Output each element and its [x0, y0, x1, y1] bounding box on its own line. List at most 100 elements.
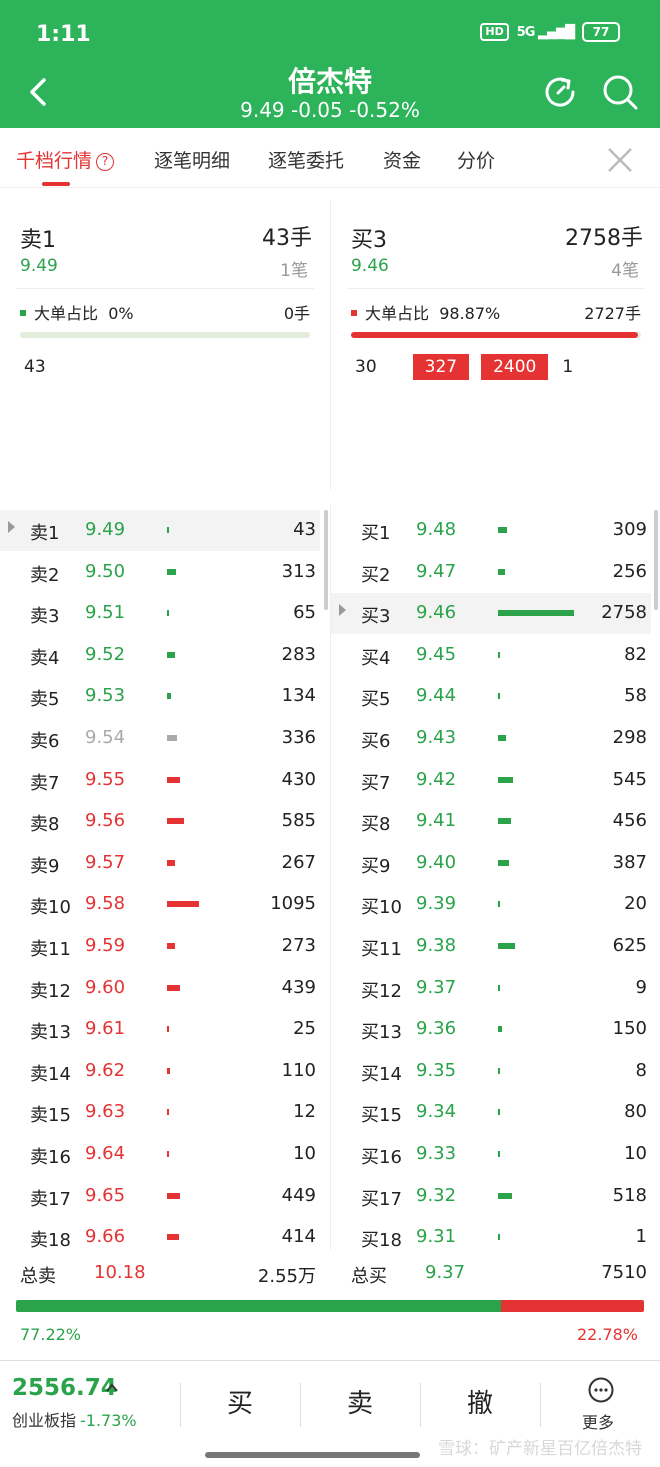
buy-summary-label: 买3	[351, 228, 387, 253]
buy-book-row[interactable]: 买14 9.35 8	[331, 1051, 651, 1092]
buy-book-row[interactable]: 买2 9.47 256	[331, 552, 651, 593]
buy-book-row[interactable]: 买7 9.42 545	[331, 760, 651, 801]
book-price: 9.58	[85, 893, 126, 915]
book-price: 9.44	[416, 685, 457, 707]
buy-sell-ratio-bar	[16, 1300, 644, 1312]
sell-scrollbar[interactable]	[324, 510, 328, 610]
back-icon[interactable]	[22, 72, 56, 112]
chevron-up-icon[interactable]	[105, 1381, 119, 1395]
sell-book-row[interactable]: 卖6 9.54 336	[0, 718, 320, 759]
caret-right-icon	[339, 604, 346, 617]
big-order-label: 大单占比	[34, 304, 99, 323]
summary-divider	[330, 200, 331, 490]
book-volume-bar	[167, 776, 180, 783]
buy-book-row[interactable]: 买16 9.33 10	[331, 1134, 651, 1175]
book-volume: 8	[635, 1059, 647, 1081]
tab-depth[interactable]: 千档行情?	[16, 146, 115, 173]
book-volume: 430	[281, 768, 316, 790]
green-ratio-pct: 77.22%	[20, 1325, 82, 1344]
buy-book-row[interactable]: 买8 9.41 456	[331, 801, 651, 842]
tab-orders[interactable]: 逐笔委托	[268, 150, 345, 172]
sell-book-row[interactable]: 卖1 9.49 43	[0, 510, 320, 551]
sell-book-row[interactable]: 卖5 9.53 134	[0, 676, 320, 717]
book-price: 9.57	[85, 851, 126, 873]
book-volume-bar	[167, 859, 175, 866]
hd-icon: HD	[480, 23, 509, 41]
cancel-button[interactable]: 撤	[466, 1389, 493, 1419]
book-price: 9.34	[416, 1101, 457, 1123]
buy-book-row[interactable]: 买10 9.39 20	[331, 884, 651, 925]
stock-change-pct: -0.52%	[349, 98, 420, 122]
close-icon[interactable]	[606, 146, 634, 174]
sell-book-row[interactable]: 卖12 9.60 439	[0, 968, 320, 1009]
signal-icon: 5G ▂▄▆█	[516, 24, 575, 40]
book-volume-bar	[167, 693, 171, 700]
index-value[interactable]: 2556.74	[12, 1375, 117, 1401]
buy-book-row[interactable]: 买3 9.46 2758	[331, 593, 651, 635]
sell-book-row[interactable]: 卖2 9.50 313	[0, 552, 320, 593]
search-icon[interactable]	[600, 72, 640, 112]
book-level: 买12	[361, 980, 402, 1002]
sell-book-row[interactable]: 卖8 9.56 585	[0, 801, 320, 842]
buy-book-row[interactable]: 买12 9.37 9	[331, 968, 651, 1009]
more-icon[interactable]	[588, 1377, 614, 1403]
sell-book-row[interactable]: 卖11 9.59 273	[0, 926, 320, 967]
sell-book-row[interactable]: 卖10 9.58 1095	[0, 884, 320, 925]
sell-button[interactable]: 卖	[346, 1389, 373, 1419]
buy-book-row[interactable]: 买17 9.32 518	[331, 1176, 651, 1217]
book-price: 9.54	[85, 727, 126, 748]
sell-book-row[interactable]: 卖4 9.52 283	[0, 635, 320, 676]
buy-order-book[interactable]: 买1 9.48 309 买2 9.47 256 买3 9.46 2758 买4 9.45 82 买5 9.…	[331, 510, 660, 1250]
home-indicator[interactable]	[205, 1452, 420, 1458]
status-time: 1:11	[36, 22, 91, 47]
book-price: 9.35	[416, 1059, 457, 1081]
buy-book-row[interactable]: 买5 9.44 58	[331, 676, 651, 717]
book-volume-bar	[498, 735, 506, 741]
sell-book-row[interactable]: 卖14 9.62 110	[0, 1051, 320, 1092]
sell-book-row[interactable]: 卖17 9.65 449	[0, 1176, 320, 1217]
big-order-qty: 0手	[283, 304, 310, 323]
stock-price: 9.49	[240, 98, 285, 122]
buy-book-row[interactable]: 买15 9.34 80	[331, 1092, 651, 1133]
book-volume-bar	[167, 610, 169, 617]
book-price: 9.41	[416, 810, 457, 832]
book-level: 卖17	[30, 1188, 71, 1210]
tab-ticks[interactable]: 逐笔明细	[154, 150, 231, 172]
buy-book-row[interactable]: 买11 9.38 625	[331, 926, 651, 967]
app-header: 1:11 HD 5G ▂▄▆█ 77 倍杰特 9.49 -0.05 -0.52%	[0, 0, 660, 128]
buy-scrollbar[interactable]	[654, 510, 658, 610]
tab-funds[interactable]: 资金	[383, 150, 422, 172]
book-volume-bar	[167, 735, 177, 741]
buy-button[interactable]: 买	[226, 1389, 253, 1419]
help-icon[interactable]: ?	[96, 153, 115, 171]
book-volume: 456	[612, 810, 647, 832]
sell-book-row[interactable]: 卖15 9.63 12	[0, 1092, 320, 1133]
buy-book-row[interactable]: 买13 9.36 150	[331, 1009, 651, 1050]
book-level: 卖4	[30, 647, 60, 669]
index-name[interactable]: 创业板指 -1.73%	[12, 1411, 137, 1430]
buy-book-row[interactable]: 买6 9.43 298	[331, 718, 651, 759]
book-volume-bar	[498, 1151, 500, 1157]
buy-book-row[interactable]: 买4 9.45 82	[331, 635, 651, 676]
buy-book-row[interactable]: 买18 9.31 1	[331, 1217, 651, 1250]
sell-order-book[interactable]: 卖1 9.49 43 卖2 9.50 313 卖3 9.51 65 卖4 9.52 283 卖5 9.53…	[0, 510, 330, 1250]
sell-book-row[interactable]: 卖3 9.51 65	[0, 593, 320, 634]
buy-summary-count: 4笔	[611, 261, 639, 281]
sell-book-row[interactable]: 卖16 9.64 10	[0, 1134, 320, 1175]
big-order-pct: 98.87%	[439, 304, 501, 323]
book-volume: 9	[635, 976, 647, 998]
sell-book-row[interactable]: 卖18 9.66 414	[0, 1217, 320, 1250]
book-price: 9.48	[416, 519, 457, 540]
total-buy-price: 9.37	[425, 1262, 466, 1283]
sell-book-row[interactable]: 卖9 9.57 267	[0, 843, 320, 884]
sell-book-row[interactable]: 卖7 9.55 430	[0, 760, 320, 801]
refresh-icon[interactable]	[540, 72, 580, 112]
more-button[interactable]: 更多	[582, 1413, 615, 1432]
tab-price-dist[interactable]: 分价	[457, 150, 496, 172]
buy-book-row[interactable]: 买9 9.40 387	[331, 843, 651, 884]
sell-book-row[interactable]: 卖13 9.61 25	[0, 1009, 320, 1050]
book-volume-bar	[498, 776, 513, 783]
buy-book-row[interactable]: 买1 9.48 309	[331, 510, 651, 551]
sell-summary-qty: 43手	[262, 226, 312, 251]
book-volume-bar	[167, 1067, 170, 1074]
